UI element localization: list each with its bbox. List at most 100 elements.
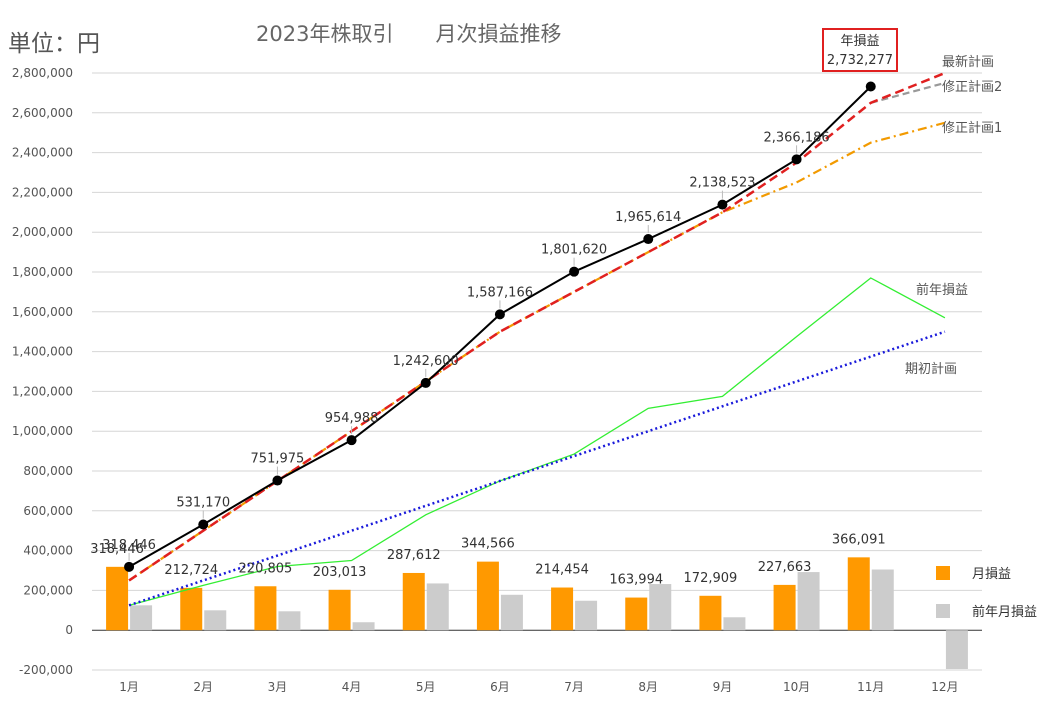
y-axis: -200,000 0 200,000 400,000 600,000 800,000 1,0… [12,66,73,677]
x-tick-label: 3月 [268,680,288,694]
monthly-profit-bar [551,587,574,631]
monthly-profit-bar [254,586,277,631]
monthly-profit-bar [402,572,425,631]
cumulative-point [124,561,135,572]
data-labels: 318,446 212,724 220,805 203,013 287,612 344,5… [90,130,885,587]
x-axis: 1月 2月 3月 4月 5月 6月 7月 8月 9月 10月 11月 12月 [119,680,958,694]
cumulative-label: 1,242,600 [393,354,459,369]
cumulative-label: 954,988 [325,411,379,426]
monthly-profit-bar [847,557,870,631]
line-series [124,71,946,607]
prev-year-monthly-bar [797,572,820,631]
cumulative-label: 1,801,620 [541,243,607,258]
monthly-profit-bar [625,597,648,631]
legend-swatch [936,604,950,618]
monthly-profit-label: 163,994 [609,573,663,588]
y-tick-label: 2,200,000 [12,185,73,199]
unit-label: 単位：円 [8,31,100,57]
cumulative-point [569,266,580,277]
prev-year-monthly-bar [500,594,523,631]
x-tick-label: 1月 [119,680,139,694]
monthly-profit-label: 366,091 [832,532,886,547]
cumulative-point [494,309,505,320]
monthly-profit-label: 172,909 [684,571,738,586]
x-tick-label: 12月 [931,680,958,694]
y-tick-label: 1,600,000 [12,305,73,319]
prev-year-monthly-bar [352,622,375,631]
y-tick-label: 600,000 [23,504,73,518]
bar-series [106,557,968,670]
initial-plan-name: 期初計画 [905,361,957,377]
annual-profit-value: 2,732,277 [826,53,894,68]
latest-plan-line [128,71,946,582]
y-tick-label: 2,800,000 [12,66,73,80]
prev-year-monthly-bar [278,611,301,631]
y-tick-label: 2,600,000 [12,106,73,120]
prev-year-monthly-bar [871,569,894,631]
legend-swatch [936,566,950,580]
prev-year-monthly-bar [723,617,746,631]
monthly-profit-label: 227,663 [758,560,812,575]
monthly-profit-bar [328,589,351,631]
monthly-profit-bar [180,587,203,631]
x-tick-label: 8月 [638,680,658,694]
chart-title: 2023年株取引 月次損益推移 [256,22,562,46]
cumulative-point [272,475,283,486]
y-tick-label: 800,000 [23,464,73,478]
y-tick-label: 1,800,000 [12,265,73,279]
y-tick-label: 400,000 [23,544,73,558]
grid-lines [92,72,982,671]
monthly-profit-label: 344,566 [461,537,515,552]
legend-label: 前年月損益 [972,604,1037,620]
monthly-profit-bar [699,595,722,631]
monthly-profit-bar [476,561,499,631]
revised-plan-2-name: 修正計画2 [942,79,1002,95]
prev-year-monthly-bar [130,605,153,631]
y-tick-label: 200,000 [23,583,73,597]
x-tick-label: 5月 [416,680,436,694]
monthly-profit-bar [106,566,129,631]
y-tick-label: 2,000,000 [12,225,73,239]
prev-year-name: 前年損益 [916,282,968,298]
cumulative-point [791,154,802,165]
y-tick-label: 2,400,000 [12,146,73,160]
prev-year-monthly-bar [575,600,598,631]
x-tick-label: 9月 [713,680,733,694]
monthly-profit-label: 287,612 [387,548,441,563]
cumulative-label: 2,366,186 [763,130,829,145]
y-tick-label: -200,000 [19,663,73,677]
initial-plan-line [128,330,946,607]
cumulative-label: 318,446 [102,538,156,553]
cumulative-point [420,377,431,388]
annual-profit-box: 年損益 2,732,277 [822,28,898,72]
monthly-profit-label: 220,805 [239,561,293,576]
x-tick-label: 11月 [857,680,884,694]
y-tick-label: 1,200,000 [12,384,73,398]
annual-profit-label: 年損益 [840,34,880,49]
y-tick-label: 0 [65,623,73,637]
x-tick-label: 2月 [193,680,213,694]
revised-plan-2-line [870,81,946,104]
x-tick-label: 7月 [564,680,584,694]
prev-year-line [128,277,946,606]
monthly-profit-label: 203,013 [313,565,367,580]
monthly-profit-label: 212,724 [164,563,218,578]
monthly-profit-label: 214,454 [535,563,589,578]
cumulative-point [346,435,357,446]
monthly-profit-label: 318,446 [90,542,144,557]
x-tick-label: 4月 [342,680,362,694]
prev-year-monthly-bar [426,583,449,631]
latest-plan-name: 最新計画 [942,54,994,70]
revised-plan-1-line [128,121,946,582]
cumulative-label: 2,138,523 [689,176,755,191]
cumulative-label: 1,587,166 [467,285,533,300]
monthly-profit-bar [773,584,796,631]
prev-year-monthly-bar [649,584,672,631]
legend-label: 月損益 [972,567,1011,582]
cumulative-point [198,519,209,530]
cumulative-point [717,199,728,210]
revised-plan-1-name: 修正計画1 [942,120,1002,136]
